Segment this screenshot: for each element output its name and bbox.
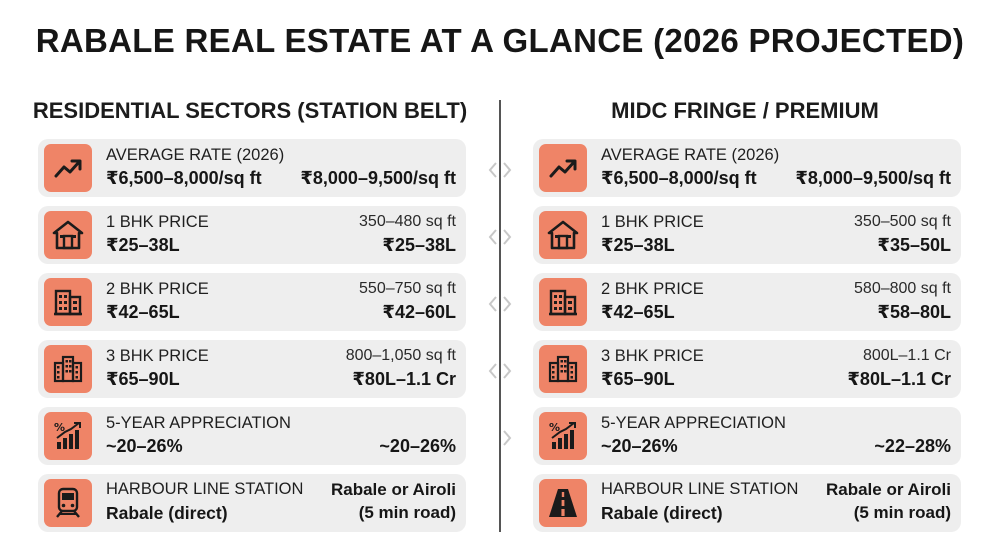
trend-up-icon [539, 144, 587, 192]
card-subtext: 350–500 sq ft [854, 213, 951, 230]
train-icon [44, 479, 92, 527]
card-subtext: Rabale or Airoli [330, 480, 456, 499]
page-title: RABALE REAL ESTATE AT A GLANCE (2026 PRO… [35, 22, 965, 59]
left-card-3bhk: 3 BHK PRICE ₹65–90L 800–1,050 sq ft ₹80L… [38, 340, 466, 398]
card-value-secondary: ₹25–38L [382, 235, 456, 255]
card-label: 2 BHK PRICE [601, 280, 704, 298]
residential-column-heading: RESIDENTIAL SECTORS (STATION BELT) [32, 98, 468, 123]
right-card-2bhk: 2 BHK PRICE ₹42–65L 580–800 sq ft ₹58–80… [533, 273, 961, 331]
card-value-secondary: ₹80L–1.1 Cr [352, 369, 456, 389]
card-label: HARBOUR LINE STATION [601, 480, 799, 498]
card-label: 5-YEAR APPRECIATION [601, 414, 786, 432]
card-value-primary: ~20–26% [601, 436, 678, 456]
card-label: 5-YEAR APPRECIATION [106, 414, 291, 432]
svg-text:%: % [54, 421, 65, 434]
house-icon [44, 211, 92, 259]
card-value-primary: ₹42–65L [106, 302, 180, 322]
left-card-station: HARBOUR LINE STATION Rabale (direct) Rab… [38, 474, 466, 532]
card-subtext: 350–480 sq ft [359, 213, 456, 230]
card-subtext: 550–750 sq ft [359, 280, 456, 297]
card-value-secondary: ₹8,000–9,500/sq ft [300, 168, 456, 188]
left-card-1bhk: 1 BHK PRICE ₹25–38L 350–480 sq ft ₹25–38… [38, 206, 466, 264]
compare-chevron-right-icon [485, 428, 515, 448]
left-card-average-rate: AVERAGE RATE (2026) ₹6,500–8,000/sq ft ₹… [38, 139, 466, 197]
card-value-primary: ₹6,500–8,000/sq ft [601, 168, 757, 188]
card-subtext: 800L–1.1 Cr [862, 347, 951, 364]
left-card-2bhk: 2 BHK PRICE ₹42–65L 550–750 sq ft ₹42–60… [38, 273, 466, 331]
column-divider [499, 100, 501, 532]
card-value-primary: Rabale (direct) [601, 503, 723, 523]
left-card-appreciation: % 5-YEAR APPRECIATION ~20–26% ~20–26% [38, 407, 466, 465]
card-value-primary: ₹65–90L [106, 369, 180, 389]
apartment-icon [539, 345, 587, 393]
percent-growth-icon: % [44, 412, 92, 460]
card-label: AVERAGE RATE (2026) [106, 146, 285, 164]
card-label: AVERAGE RATE (2026) [601, 146, 780, 164]
right-card-station: HARBOUR LINE STATION Rabale (direct) Rab… [533, 474, 961, 532]
card-value-secondary: (5 min road) [853, 503, 951, 522]
right-card-appreciation: % 5-YEAR APPRECIATION ~20–26% ~22–28% [533, 407, 961, 465]
card-subtext: 580–800 sq ft [854, 280, 951, 297]
midc-column-heading: MIDC FRINGE / PREMIUM [611, 98, 879, 123]
card-value-primary: ₹6,500–8,000/sq ft [106, 168, 262, 188]
compare-chevrons-icon [485, 160, 515, 180]
card-value-primary: ₹25–38L [106, 235, 180, 255]
card-label: 3 BHK PRICE [106, 347, 209, 365]
card-label: 1 BHK PRICE [601, 213, 704, 231]
card-value-primary: ₹65–90L [601, 369, 675, 389]
compare-chevrons-icon [485, 227, 515, 247]
card-label: 3 BHK PRICE [601, 347, 704, 365]
building-icon [44, 278, 92, 326]
compare-chevrons-icon [485, 361, 515, 381]
road-icon [539, 479, 587, 527]
card-subtext: Rabale or Airoli [825, 480, 951, 499]
card-value-secondary: ₹8,000–9,500/sq ft [795, 168, 951, 188]
compare-chevrons-icon [485, 294, 515, 314]
card-value-primary: Rabale (direct) [106, 503, 228, 523]
card-value-primary: ₹42–65L [601, 302, 675, 322]
card-value-secondary: ₹35–50L [877, 235, 951, 255]
percent-growth-icon: % [539, 412, 587, 460]
card-value-secondary: ₹42–60L [382, 302, 456, 322]
card-value-secondary: (5 min road) [358, 503, 456, 522]
card-label: 1 BHK PRICE [106, 213, 209, 231]
svg-text:%: % [549, 421, 560, 434]
card-value-secondary: ~20–26% [379, 436, 456, 456]
right-card-3bhk: 3 BHK PRICE ₹65–90L 800L–1.1 Cr ₹80L–1.1… [533, 340, 961, 398]
house-icon [539, 211, 587, 259]
card-label: HARBOUR LINE STATION [106, 480, 304, 498]
right-card-1bhk: 1 BHK PRICE ₹25–38L 350–500 sq ft ₹35–50… [533, 206, 961, 264]
card-value-primary: ~20–26% [106, 436, 183, 456]
card-value-secondary: ₹80L–1.1 Cr [847, 369, 951, 389]
card-value-primary: ₹25–38L [601, 235, 675, 255]
trend-up-icon [44, 144, 92, 192]
apartment-icon [44, 345, 92, 393]
building-icon [539, 278, 587, 326]
right-card-average-rate: AVERAGE RATE (2026) ₹6,500–8,000/sq ft ₹… [533, 139, 961, 197]
card-label: 2 BHK PRICE [106, 280, 209, 298]
card-subtext: 800–1,050 sq ft [345, 347, 456, 364]
card-value-secondary: ₹58–80L [877, 302, 951, 322]
card-value-secondary: ~22–28% [874, 436, 951, 456]
